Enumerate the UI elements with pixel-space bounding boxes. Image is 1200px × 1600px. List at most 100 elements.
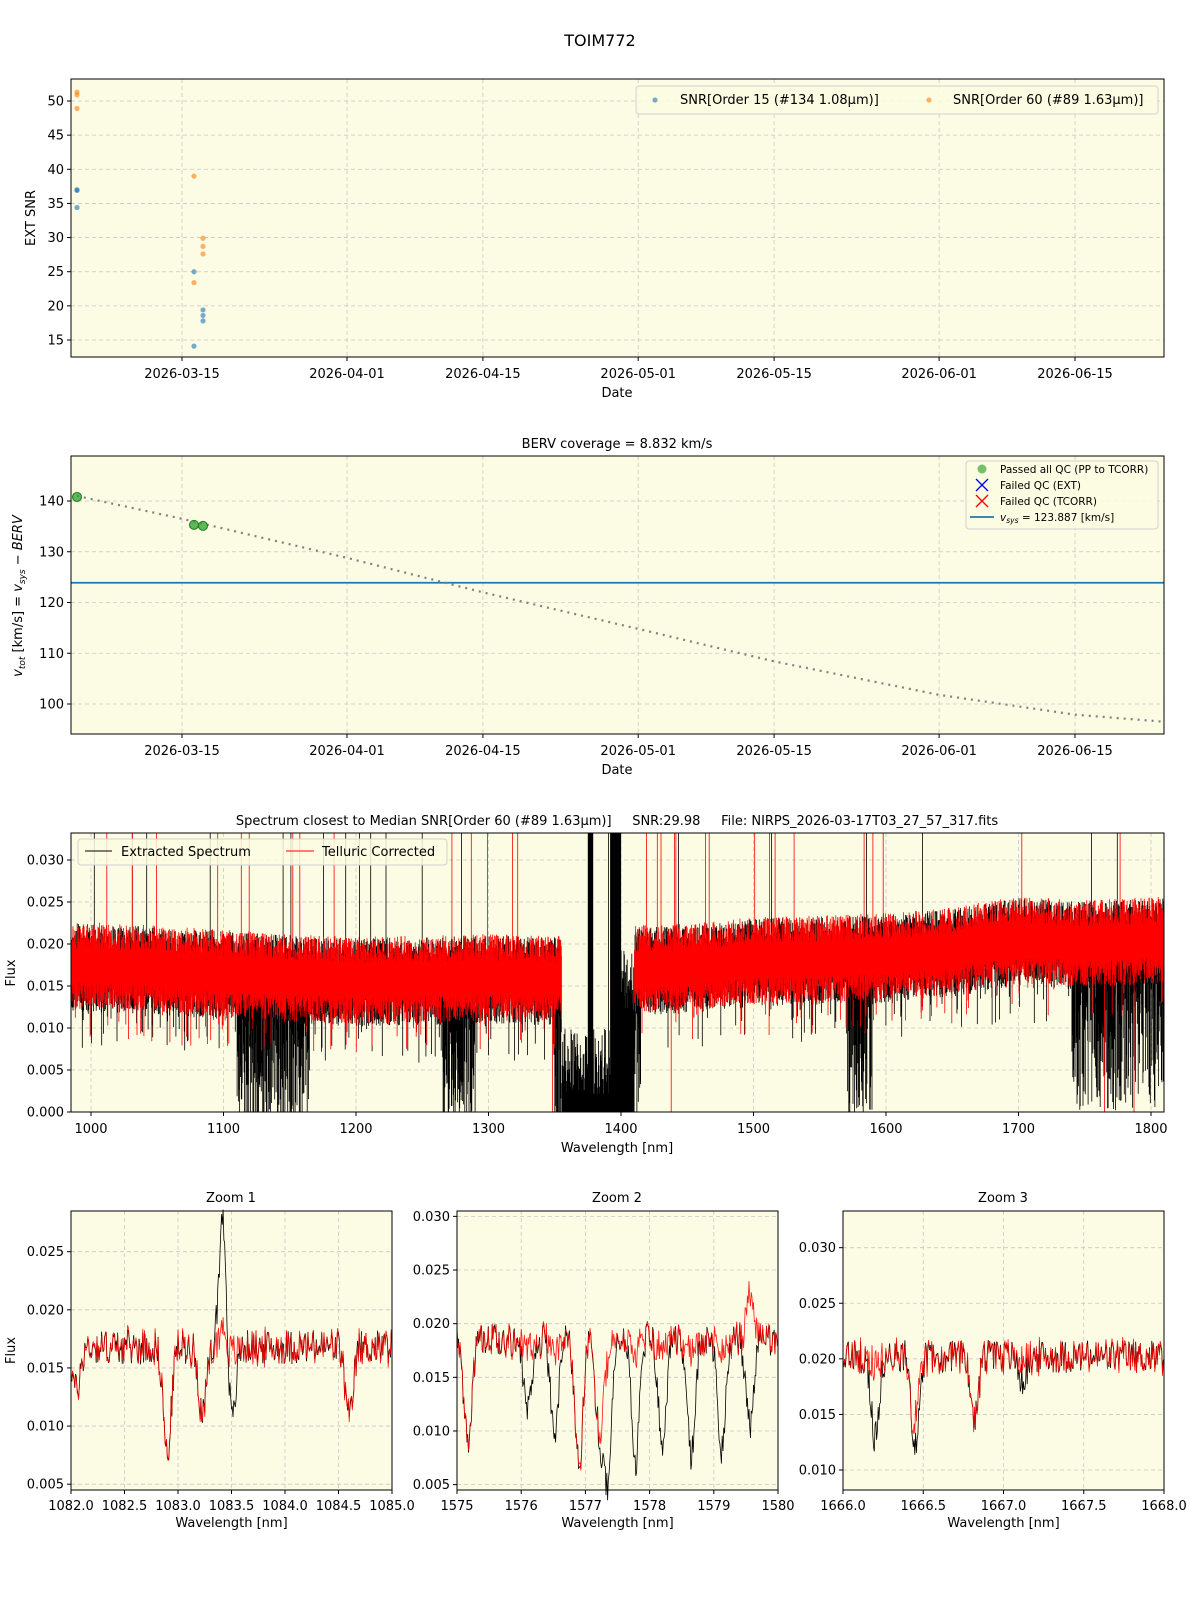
- snr-points: [74, 89, 206, 349]
- y-tick-label: 0.010: [413, 1424, 450, 1439]
- y-tick-label: 0.025: [27, 1245, 64, 1260]
- snr-legend: SNR[Order 15 (#134 1.08μm)] SNR[Order 60…: [635, 85, 1159, 115]
- x-tick-label: 2026-06-01: [901, 367, 977, 382]
- y-tick-label: 40: [47, 163, 64, 178]
- zoom3-title: Zoom 3: [978, 1191, 1028, 1206]
- y-tick-label: 20: [47, 299, 64, 314]
- x-tick-label: 1800: [1134, 1122, 1167, 1137]
- x-tick-label: 2026-04-15: [445, 367, 521, 382]
- berv-x-ticks: 2026-03-15 2026-04-01 2026-04-15 2026-05-01…: [144, 734, 1113, 759]
- zoom-x-label: Wavelength [nm]: [561, 1516, 673, 1531]
- berv-legend: Passed all QC (PP to TCORR) Failed QC (E…: [965, 460, 1159, 530]
- zoom-ticks: 0.010 0.015 0.020 0.025 0.030 1666.0 1666.5 166…: [799, 1241, 1187, 1514]
- berv-y-ticks: 100 110 120 130 140: [39, 495, 71, 713]
- x-tick-label: 1700: [1002, 1122, 1035, 1137]
- x-tick-label: 1000: [74, 1122, 107, 1137]
- spectrum-title: Spectrum closest to Median SNR[Order 60 …: [236, 814, 999, 829]
- snr-y-label: EXT SNR: [24, 190, 39, 246]
- snr-point: [74, 105, 80, 112]
- y-tick-label: 0.020: [27, 1303, 64, 1318]
- y-tick-label: 0.030: [799, 1241, 836, 1256]
- legend-label-order60: SNR[Order 60 (#89 1.63μm)]: [953, 93, 1144, 108]
- x-tick-label: 1085.0: [369, 1499, 415, 1514]
- legend-label-order15: SNR[Order 15 (#134 1.08μm)]: [680, 93, 879, 108]
- x-tick-label: 1200: [339, 1122, 372, 1137]
- snr-point: [200, 312, 206, 319]
- y-tick-label: 0.010: [27, 1022, 64, 1037]
- x-tick-label: 1083.5: [209, 1499, 255, 1514]
- x-tick-label: 1100: [207, 1122, 240, 1137]
- x-tick-label: 2026-05-01: [600, 367, 676, 382]
- spectrum-legend: Extracted Spectrum Telluric Corrected: [77, 838, 448, 866]
- y-tick-label: 0.010: [27, 1420, 64, 1435]
- y-tick-label: 45: [47, 129, 64, 144]
- passed-qc-point: [198, 520, 208, 531]
- y-tick-label: 0.025: [413, 1264, 450, 1279]
- y-tick-label: 0.015: [27, 980, 64, 995]
- y-tick-label: 0.030: [27, 854, 64, 869]
- spectrum-x-label: Wavelength [nm]: [561, 1141, 673, 1156]
- x-tick-label: 1580: [761, 1499, 794, 1514]
- spectrum-chart: Spectrum closest to Median SNR[Order 60 …: [4, 814, 1168, 1156]
- x-tick-label: 1084.0: [262, 1499, 308, 1514]
- x-tick-label: 1300: [472, 1122, 505, 1137]
- spectrum-x-ticks: 1000 1100 1200 1300 1400 1500 1600 1700 1800: [74, 1112, 1168, 1137]
- snr-x-label: Date: [601, 386, 632, 401]
- y-tick-label: 0.020: [27, 938, 64, 953]
- zoom1-title: Zoom 1: [206, 1191, 256, 1206]
- x-tick-label: 2026-03-15: [144, 744, 220, 759]
- zoom-telluric-line: [842, 1336, 1165, 1434]
- snr-point: [74, 187, 80, 194]
- x-tick-label: 2026-04-01: [309, 367, 385, 382]
- y-tick-label: 100: [39, 698, 64, 713]
- x-tick-label: 1084.5: [316, 1499, 362, 1514]
- zoom-telluric-line: [456, 1281, 779, 1471]
- snr-point: [74, 204, 80, 211]
- zoom1-chart: Zoom 1 0.005 0.010 0.015 0.020 0.025 1082.0 10…: [4, 1191, 415, 1531]
- zoom-frame: [842, 1210, 1165, 1491]
- snr-point: [200, 251, 206, 257]
- snr-point: [200, 307, 206, 313]
- legend-telluric-label: Telluric Corrected: [321, 845, 435, 860]
- failed-tcorr-icon: [975, 494, 989, 508]
- legend-failed-ext: Failed QC (EXT): [1000, 480, 1081, 492]
- y-tick-label: 0.005: [27, 1478, 64, 1493]
- passed-qc-icon: [977, 464, 987, 474]
- y-tick-label: 0.015: [27, 1361, 64, 1376]
- y-tick-label: 140: [39, 495, 64, 510]
- figure-title: TOIM772: [563, 31, 635, 50]
- y-tick-label: 0.005: [27, 1064, 64, 1079]
- legend-failed-tcorr: Failed QC (TCORR): [1000, 496, 1097, 508]
- zoom2-title: Zoom 2: [592, 1191, 642, 1206]
- snr-point: [191, 343, 197, 349]
- y-tick-label: 0.025: [27, 896, 64, 911]
- legend-extracted-label: Extracted Spectrum: [121, 845, 251, 860]
- y-tick-label: 25: [47, 265, 64, 280]
- x-tick-label: 1579: [697, 1499, 730, 1514]
- berv-title: BERV coverage = 8.832 km/s: [522, 437, 713, 452]
- x-tick-label: 2026-03-15: [144, 367, 220, 382]
- legend-marker-order60: [926, 97, 932, 103]
- snr-point: [200, 318, 206, 324]
- y-tick-label: 35: [47, 197, 64, 212]
- y-tick-label: 0.010: [799, 1463, 836, 1478]
- y-tick-label: 0.005: [413, 1478, 450, 1493]
- x-tick-label: 1666.5: [901, 1499, 947, 1514]
- y-tick-label: 120: [39, 596, 64, 611]
- snr-point: [74, 92, 80, 98]
- zoom-frame: [70, 1210, 393, 1491]
- x-tick-label: 1668.0: [1141, 1499, 1187, 1514]
- zoom3-chart: Zoom 3 0.010 0.015 0.020 0.025 0.030 1666.0 16…: [799, 1191, 1187, 1531]
- y-tick-label: 0.015: [799, 1408, 836, 1423]
- zoom-x-label: Wavelength [nm]: [947, 1516, 1059, 1531]
- legend-marker-order15: [652, 97, 658, 103]
- x-tick-label: 1082.0: [48, 1499, 94, 1514]
- berv-y-label: vtot [km/s] = vsys − BERV: [11, 514, 28, 677]
- zoom-plot-area: [457, 1211, 778, 1490]
- y-tick-label: 50: [47, 95, 64, 110]
- zoom-ticks: 0.005 0.010 0.015 0.020 0.025 1082.0 1082.5 108…: [27, 1245, 415, 1514]
- snr-x-ticks: 2026-03-15 2026-04-01 2026-04-15 2026-05-01…: [144, 357, 1113, 382]
- x-tick-label: 1577: [569, 1499, 602, 1514]
